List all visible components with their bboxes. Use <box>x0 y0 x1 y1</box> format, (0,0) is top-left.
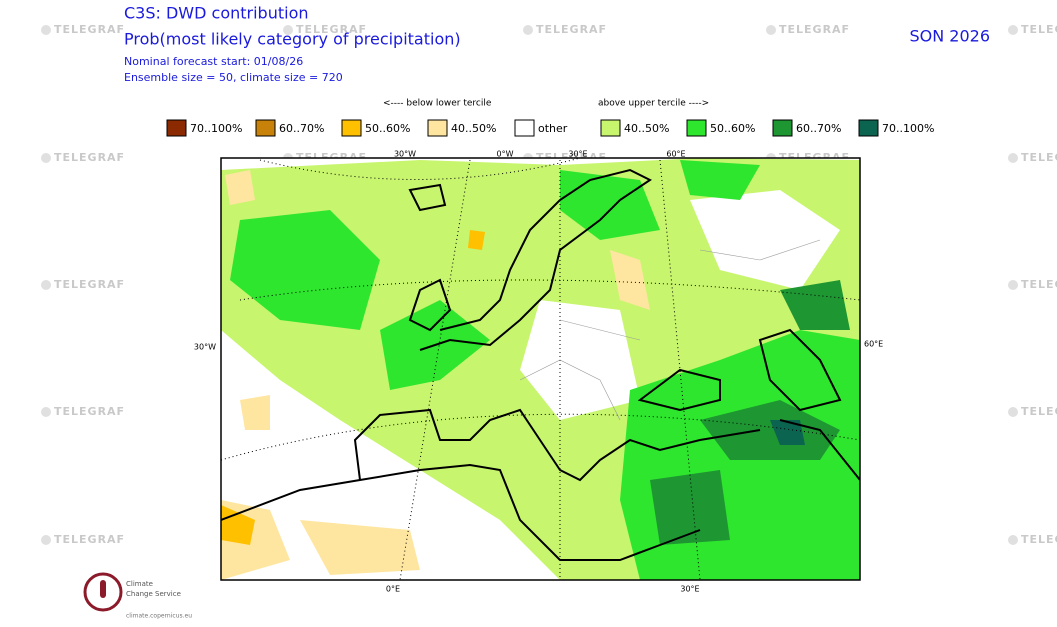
legend-label: 40..50% <box>451 122 496 135</box>
logo-line1: Climate <box>126 580 153 588</box>
legend-label: other <box>538 122 568 135</box>
watermark: TELEGRAF <box>1021 405 1057 418</box>
legend-swatch <box>427 119 448 137</box>
logo-url: climate.copernicus.eu <box>126 613 192 620</box>
logo: Climate Change Service climate.copernicu… <box>83 572 192 620</box>
legend-label: 50..60% <box>710 122 755 135</box>
watermark-icon <box>41 153 51 163</box>
watermark-icon <box>523 25 533 35</box>
watermark: TELEGRAF <box>54 278 125 291</box>
watermark-icon <box>283 25 293 35</box>
lon-label: 0°W <box>497 150 514 159</box>
lon-label: 30°E <box>568 150 587 159</box>
watermark: TELEGRAF <box>296 23 367 36</box>
legend-swatch <box>600 119 621 137</box>
watermark: TELEGRAF <box>54 533 125 546</box>
watermark-icon <box>41 280 51 290</box>
legend: 70..100% 60..70% 50..60% 40..50% other 40..50… <box>166 119 934 137</box>
legend-label: 40..50% <box>624 122 669 135</box>
watermark-icon <box>1008 535 1018 545</box>
map-frame <box>220 157 861 581</box>
watermark: TELEGRAF <box>779 23 850 36</box>
legend-swatch <box>341 119 362 137</box>
legend-swatch <box>772 119 793 137</box>
lon-label: 60°E <box>666 150 685 159</box>
legend-swatch <box>514 119 535 137</box>
title: C3S: DWD contribution <box>124 4 309 23</box>
watermark-icon <box>1008 25 1018 35</box>
watermark-icon <box>1008 407 1018 417</box>
watermark-icon <box>1008 153 1018 163</box>
map-axis-labels: 30°W 0°W 30°E 60°E 30°W 60°E 0°E 30°E <box>194 150 883 594</box>
lon-label: 30°E <box>680 585 699 594</box>
legend-swatch <box>255 119 276 137</box>
legend-swatch <box>166 119 187 137</box>
legend-label: 60..70% <box>796 122 841 135</box>
lat-label: 30°W <box>194 343 216 352</box>
season: SON 2026 <box>909 27 990 46</box>
legend-label: 60..70% <box>279 122 324 135</box>
forecast-start: Nominal forecast start: 01/08/26 <box>124 55 303 68</box>
legend-label: 50..60% <box>365 122 410 135</box>
legend-swatch <box>858 119 879 137</box>
watermark-icon <box>41 25 51 35</box>
watermark: TELEGRAF <box>54 23 125 36</box>
subtitle: Prob(most likely category of precipitati… <box>124 30 461 49</box>
logo-line2: Change Service <box>126 590 181 598</box>
legend-swatch <box>686 119 707 137</box>
watermark-icon <box>41 535 51 545</box>
legend-label: 70..100% <box>190 122 242 135</box>
watermark-icon <box>1008 280 1018 290</box>
watermark: TELEGRAF <box>1021 23 1057 36</box>
legend-label: 70..100% <box>882 122 934 135</box>
watermark-icon <box>41 407 51 417</box>
lat-label: 60°E <box>864 340 883 349</box>
lon-label: 0°E <box>386 585 400 594</box>
watermark-icon <box>766 25 776 35</box>
lon-label: 30°W <box>394 150 416 159</box>
ensemble-info: Ensemble size = 50, climate size = 720 <box>124 71 343 84</box>
map <box>221 158 860 580</box>
above-label: above upper tercile ----> <box>598 99 709 109</box>
below-label: <---- below lower tercile <box>383 99 492 109</box>
watermark: TELEGRAF <box>536 23 607 36</box>
watermark: TELEGRAF <box>54 405 125 418</box>
watermark: TELEGRAF <box>1021 278 1057 291</box>
watermark: TELEGRAF <box>1021 151 1057 164</box>
watermark: TELEGRAF <box>1021 533 1057 546</box>
watermark: TELEGRAF <box>54 151 125 164</box>
